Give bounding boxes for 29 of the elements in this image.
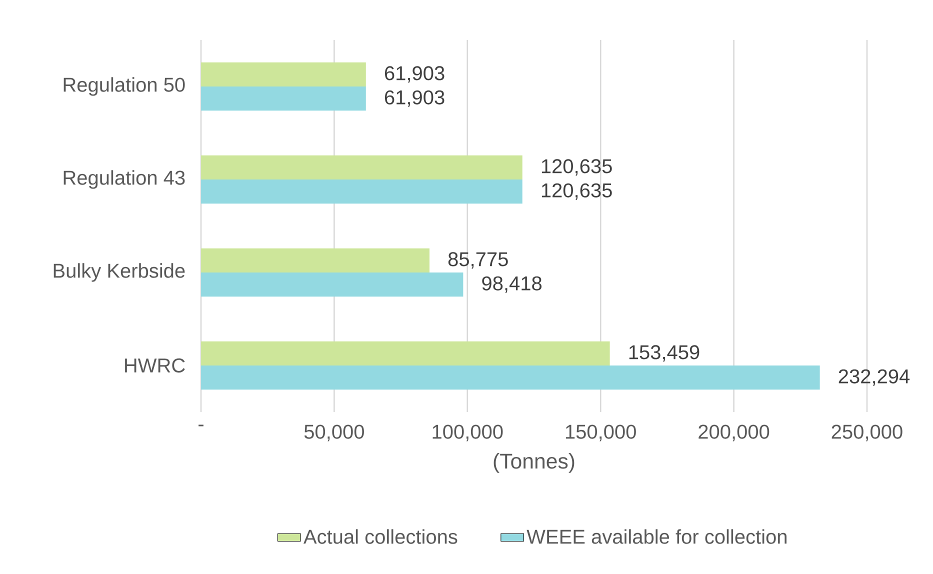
y-tick-label: Bulky Kerbside xyxy=(54,263,185,282)
data-label: 232,294 xyxy=(838,369,910,386)
bar xyxy=(201,248,430,272)
x-tick-label: - xyxy=(198,424,204,426)
x-axis-title: (Tonnes) xyxy=(494,453,574,473)
y-tick-label: Regulation 43 xyxy=(64,170,185,189)
data-label: 153,459 xyxy=(629,345,700,362)
bar xyxy=(201,272,464,297)
data-label: 120,635 xyxy=(542,159,612,176)
data-label: 98,418 xyxy=(482,276,542,293)
x-tick-label: 200,000 xyxy=(698,424,770,442)
data-label: 61,903 xyxy=(384,66,444,83)
y-tick-label: HWRC xyxy=(125,358,185,373)
legend-label: Actual collections xyxy=(304,529,458,544)
x-tick-label: 150,000 xyxy=(566,424,636,442)
bar xyxy=(201,155,522,180)
x-tick-label: 100,000 xyxy=(432,424,503,442)
bar xyxy=(201,179,522,204)
data-label: 61,903 xyxy=(384,90,444,107)
bar xyxy=(201,86,366,111)
bar xyxy=(201,341,610,366)
y-tick-label: Regulation 50 xyxy=(64,77,185,96)
bar xyxy=(201,365,820,390)
legend-label: WEEE available for collection xyxy=(526,529,786,544)
data-label: 120,635 xyxy=(542,183,612,200)
bar xyxy=(201,62,366,86)
data-label: 85,775 xyxy=(448,252,508,269)
x-tick-label: 250,000 xyxy=(832,424,902,442)
x-tick-label: 50,000 xyxy=(304,424,364,442)
